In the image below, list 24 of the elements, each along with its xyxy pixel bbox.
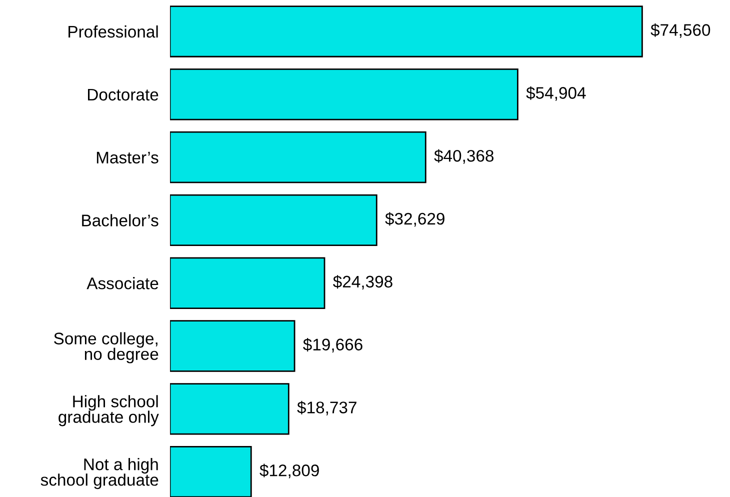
y-tick-label: Professional xyxy=(68,25,158,38)
y-tick-label: Master’s xyxy=(96,152,158,164)
bar xyxy=(170,320,296,372)
y-tick-label: High school graduate only xyxy=(58,395,159,426)
bar xyxy=(170,6,643,58)
data-label: $19,666 xyxy=(303,338,362,352)
data-label: $40,368 xyxy=(434,149,494,164)
data-label: $24,398 xyxy=(333,275,392,290)
bar xyxy=(170,194,378,246)
data-label: $12,809 xyxy=(260,464,319,478)
y-tick-label: Doctorate xyxy=(88,88,158,101)
y-tick-label: Bachelor’s xyxy=(82,214,158,226)
y-tick-label: Some college, no degree xyxy=(54,332,158,364)
y-tick-label: Associate xyxy=(86,277,158,290)
data-label: $74,560 xyxy=(650,23,710,38)
bar xyxy=(170,68,518,120)
data-label: $18,737 xyxy=(297,400,356,416)
bar xyxy=(170,257,326,309)
y-tick-label: Not a high school graduate xyxy=(40,458,158,490)
data-label: $54,904 xyxy=(526,86,586,101)
data-label: $32,629 xyxy=(385,212,444,227)
bar xyxy=(170,383,290,435)
bar xyxy=(170,446,252,497)
bar xyxy=(170,131,426,184)
